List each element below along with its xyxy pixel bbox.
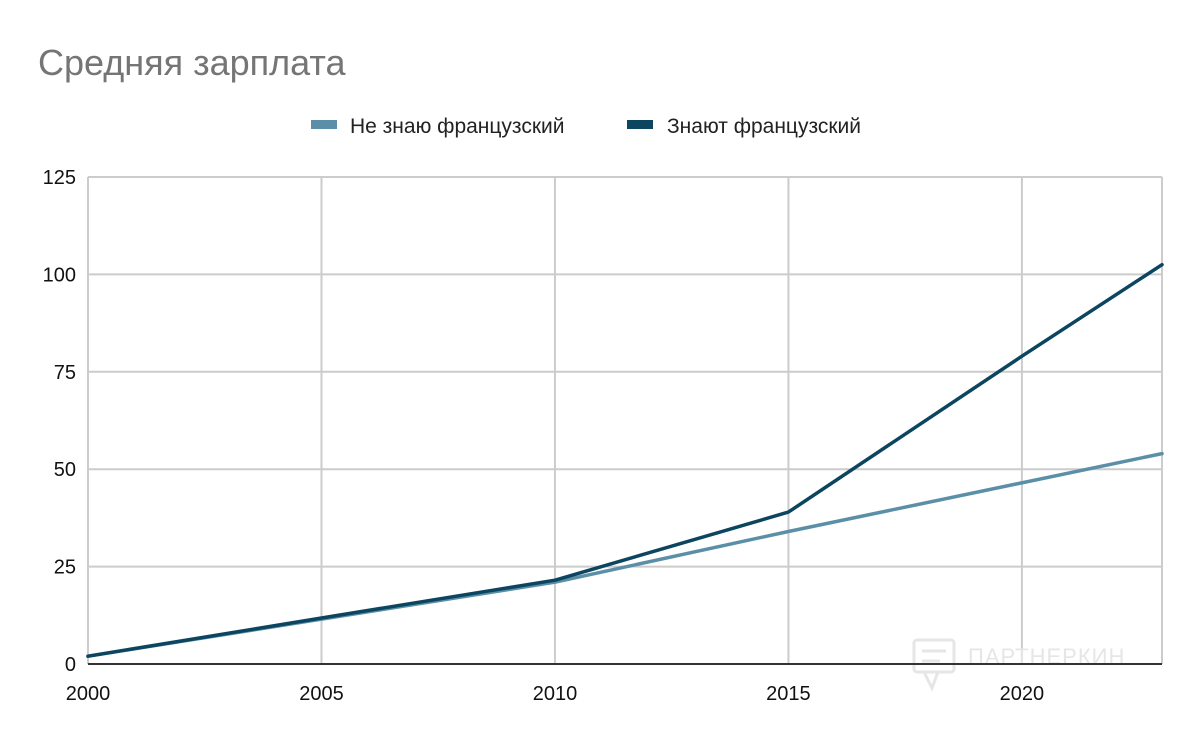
y-tick-label: 25 — [54, 557, 76, 579]
y-tick-label: 125 — [43, 167, 76, 189]
x-tick-label: 2020 — [1000, 683, 1045, 705]
y-tick-label: 50 — [54, 459, 76, 481]
series-line-2 — [86, 262, 1164, 658]
legend-swatch — [627, 120, 653, 129]
y-tick-label: 75 — [54, 362, 76, 384]
series-line-1 — [86, 451, 1164, 658]
legend-swatch — [311, 120, 337, 129]
x-tick-label: 2000 — [66, 683, 111, 705]
y-tick-label: 100 — [43, 264, 76, 286]
x-tick-label: 2005 — [299, 683, 344, 705]
legend: Не знаю французский Знают французский — [311, 115, 861, 138]
legend-label: Не знаю французский — [350, 115, 564, 138]
chart-title: Средняя зарплата — [38, 42, 346, 83]
y-tick-label: 0 — [65, 654, 76, 676]
grid — [87, 176, 1163, 664]
legend-label: Знают французский — [667, 115, 861, 138]
watermark-text: ПАРТНЕРКИН — [968, 644, 1125, 669]
chat-bubble-icon — [912, 638, 956, 692]
tick-labels: 0 25 50 75 100 125 2000 2005 2010 2015 2020 — [43, 167, 1045, 705]
x-tick-label: 2010 — [533, 683, 578, 705]
x-tick-label: 2015 — [766, 683, 811, 705]
series-group — [86, 262, 1164, 658]
